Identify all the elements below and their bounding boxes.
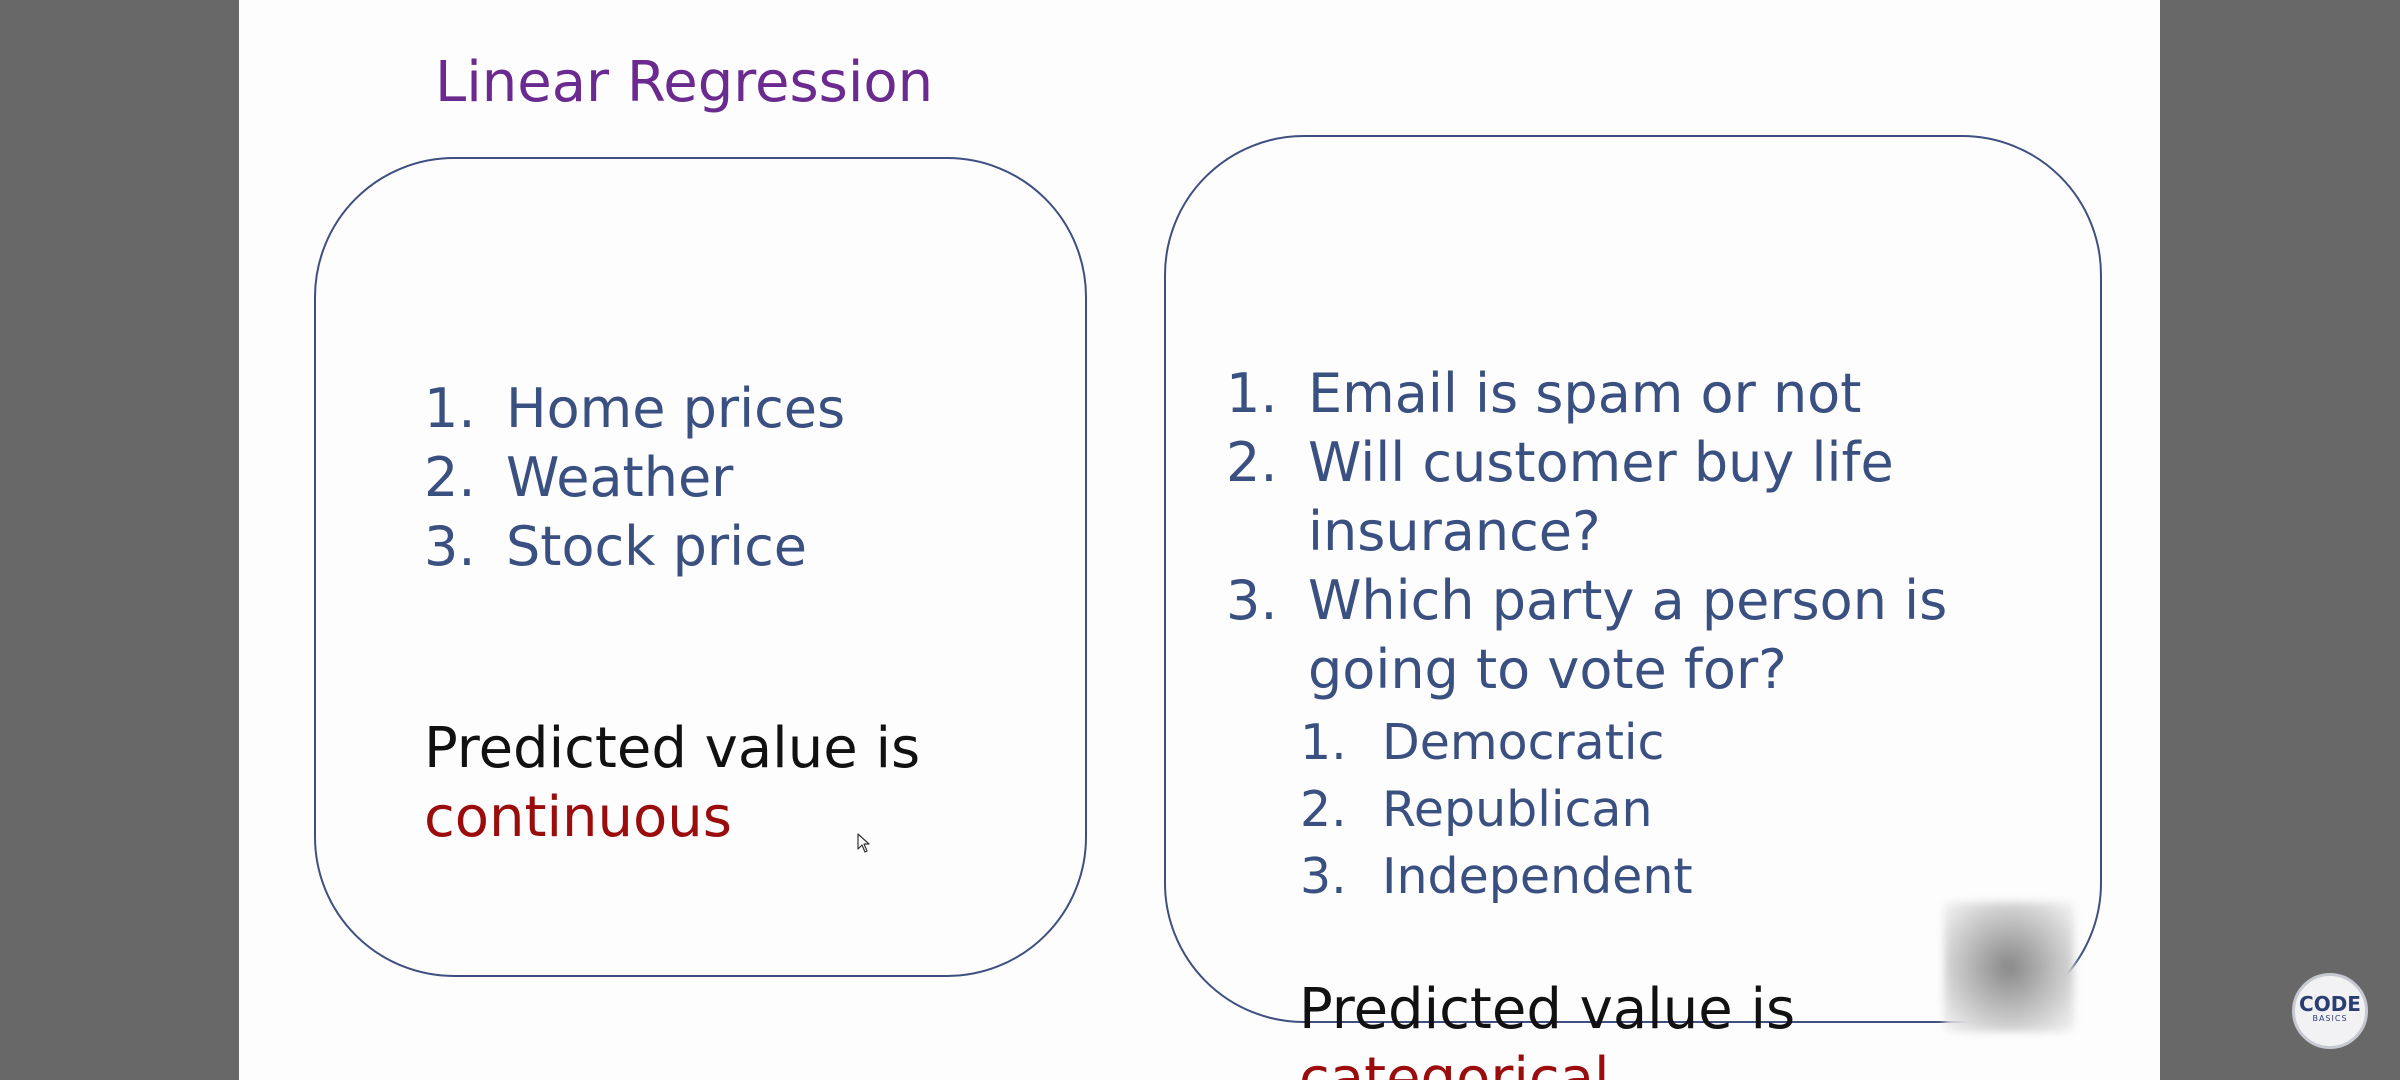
list-item-text: Stock price xyxy=(506,515,808,578)
list-item-text: Democratic xyxy=(1382,714,1665,771)
list-item-text: Republican xyxy=(1382,781,1653,838)
list-item: 1. Email is spam or not xyxy=(1226,359,2028,428)
predicted-prefix: Predicted value is xyxy=(1299,977,1796,1042)
list-item-number: 3. xyxy=(1226,569,1278,632)
party-options-list: 1. Democratic 2. Republican 3. Independent xyxy=(1300,709,1693,910)
logistic-examples-panel: 1. Email is spam or not 2. Will customer b… xyxy=(1164,135,2102,1080)
list-item-number: 1. xyxy=(1300,714,1347,771)
predicted-value: categorical xyxy=(1299,1046,1610,1080)
list-item-text: Independent xyxy=(1382,848,1693,905)
list-item-number: 3. xyxy=(1300,848,1347,905)
logo-main-text: CODE xyxy=(2299,992,2361,1016)
list-item: 1. Home prices xyxy=(424,374,845,443)
mouse-pointer-icon xyxy=(857,833,870,853)
list-item: 2. Republican xyxy=(1300,776,1693,843)
blurred-watermark xyxy=(1944,902,2074,1032)
linear-examples-panel: 1. Home prices 2. Weather 3. Stock price Pr… xyxy=(314,157,1087,977)
list-item: 2. Weather xyxy=(424,443,845,512)
list-item-text: Which party a person is going to vote fo… xyxy=(1308,569,1948,701)
list-item: 3. Which party a person is going to vote … xyxy=(1226,566,2028,704)
list-item-number: 2. xyxy=(1226,431,1278,494)
list-item-number: 3. xyxy=(424,515,476,578)
list-item: 2. Will customer buy life insurance? xyxy=(1226,428,2028,566)
list-item-text: Email is spam or not xyxy=(1308,362,1862,425)
list-item-number: 2. xyxy=(1300,781,1347,838)
codebasics-logo-icon: CODE BASICS xyxy=(2292,973,2368,1049)
slide-title: Linear Regression xyxy=(435,50,934,115)
list-item-number: 1. xyxy=(1226,362,1278,425)
list-item-text: Home prices xyxy=(506,377,846,440)
list-item-text: Will customer buy life insurance? xyxy=(1308,431,1894,563)
slide: Linear Regression 1. Home prices 2. Weathe… xyxy=(239,0,2160,1080)
list-item: 3. Stock price xyxy=(424,512,845,581)
predicted-value: continuous xyxy=(424,785,732,850)
list-item-text: Weather xyxy=(506,446,734,509)
linear-examples-list: 1. Home prices 2. Weather 3. Stock price xyxy=(424,374,845,581)
predicted-value-statement: Predicted value is categorical xyxy=(1299,975,1795,1080)
logistic-examples-list: 1. Email is spam or not 2. Will customer b… xyxy=(1226,359,2028,704)
predicted-value-statement: Predicted value is continuous xyxy=(424,714,920,852)
list-item-number: 1. xyxy=(424,377,476,440)
list-item-number: 2. xyxy=(424,446,476,509)
list-item: 1. Democratic xyxy=(1300,709,1693,776)
predicted-prefix: Predicted value is xyxy=(424,716,921,781)
logo-sub-text: BASICS xyxy=(2312,1014,2348,1023)
list-item: 3. Independent xyxy=(1300,843,1693,910)
